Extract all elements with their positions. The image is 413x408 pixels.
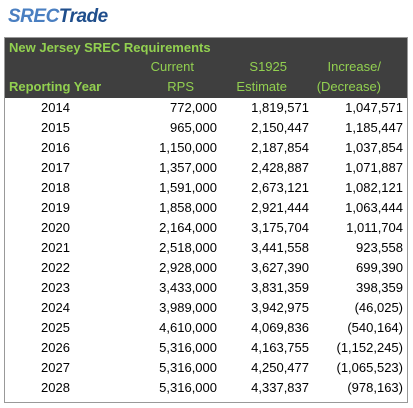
table-cell: 2025 (41, 320, 70, 335)
table-cell: 2020 (41, 220, 70, 235)
table-cell: 2026 (41, 340, 70, 355)
column-header: Reporting Year (9, 79, 102, 94)
logo-text: SREC (8, 6, 59, 27)
table-cell: 1,185,447 (345, 120, 403, 135)
table-cell: 2,150,447 (251, 120, 309, 135)
table-cell: 2023 (41, 280, 70, 295)
table-cell: 2,518,000 (159, 240, 217, 255)
table-cell: 3,989,000 (159, 300, 217, 315)
column-header: Current (150, 59, 194, 74)
table-cell: (46,025) (354, 300, 403, 315)
logo: SRECTrade (8, 6, 108, 28)
table-cell: 3,175,704 (251, 220, 309, 235)
table-cell: (1,152,245) (336, 340, 404, 355)
table-cell: 2028 (41, 380, 70, 395)
logo-text: Trade (58, 6, 108, 27)
table-cell: 1,591,000 (159, 180, 217, 195)
table-cell: 3,441,558 (251, 240, 309, 255)
table-cell: 1,858,000 (159, 200, 217, 215)
table-cell: 2027 (41, 360, 70, 375)
table-cell: 4,069,836 (251, 320, 309, 335)
table-cell: (540,164) (347, 320, 403, 335)
table-cell: 2,428,887 (251, 160, 309, 175)
column-header: S1925 (249, 59, 287, 74)
table-header: New Jersey SREC Requirements Reporting Y… (5, 38, 407, 98)
table-cell: 2,921,444 (251, 200, 309, 215)
table-cell: 1,819,571 (251, 100, 309, 115)
table-cell: 2018 (41, 180, 70, 195)
table-cell: 1,357,000 (159, 160, 217, 175)
table-cell: 2015 (41, 120, 70, 135)
table-cell: 5,316,000 (159, 340, 217, 355)
table-cell: 2017 (41, 160, 70, 175)
column-header: (Decrease) (316, 79, 381, 94)
table-cell: 2,187,854 (251, 140, 309, 155)
table-cell: 4,610,000 (159, 320, 217, 335)
table-cell: 3,942,975 (251, 300, 309, 315)
table-cell: 1,047,571 (345, 100, 403, 115)
table-cell: 4,250,477 (251, 360, 309, 375)
table-cell: 5,316,000 (159, 360, 217, 375)
table-cell: 923,558 (356, 240, 403, 255)
table-cell: 1,063,444 (345, 200, 403, 215)
table-cell: (978,163) (347, 380, 403, 395)
table-cell: 772,000 (170, 100, 217, 115)
column-header: Increase/ (327, 59, 381, 74)
column-header: RPS (167, 79, 194, 94)
table-cell: 2,928,000 (159, 260, 217, 275)
table-cell: 1,037,854 (345, 140, 403, 155)
table-title: New Jersey SREC Requirements (9, 40, 211, 55)
table-cell: 398,359 (356, 280, 403, 295)
table-cell: 2019 (41, 200, 70, 215)
table-cell: 1,011,704 (346, 220, 403, 235)
table-cell: 1,150,000 (159, 140, 217, 155)
table-cell: 699,390 (356, 260, 403, 275)
table-cell: 2,673,121 (251, 180, 309, 195)
table-cell: 965,000 (170, 120, 217, 135)
table-cell: 2014 (41, 100, 70, 115)
column-header: Estimate (236, 79, 287, 94)
table-cell: 2021 (41, 240, 70, 255)
table-cell: 3,627,390 (251, 260, 309, 275)
table-cell: 1,071,887 (345, 160, 403, 175)
table-cell: 2022 (41, 260, 70, 275)
table-cell: 3,433,000 (159, 280, 217, 295)
table-cell: 3,831,359 (251, 280, 309, 295)
table-cell: 4,163,755 (251, 340, 309, 355)
table-cell: 5,316,000 (159, 380, 217, 395)
table: New Jersey SREC Requirements Reporting Y… (4, 37, 408, 403)
table-cell: 1,082,121 (345, 180, 403, 195)
table-cell: 4,337,837 (251, 380, 309, 395)
table-cell: 2016 (41, 140, 70, 155)
table-cell: 2024 (41, 300, 70, 315)
table-cell: (1,065,523) (336, 360, 404, 375)
table-cell: 2,164,000 (159, 220, 217, 235)
